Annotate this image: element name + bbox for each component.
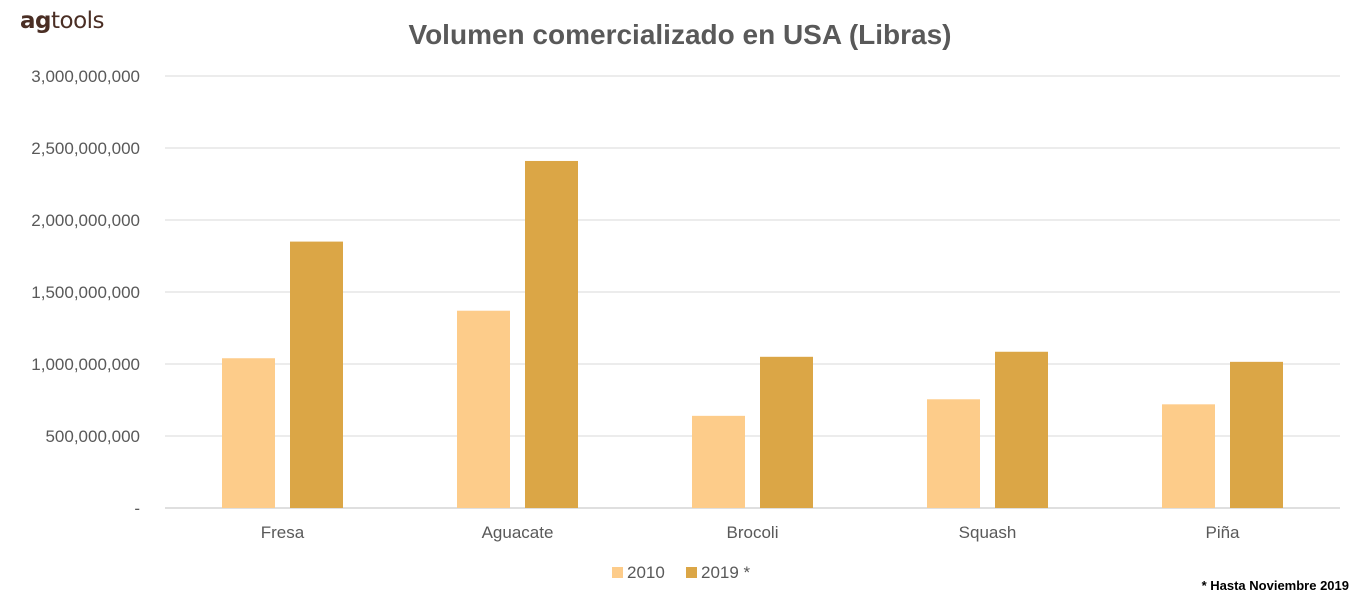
legend-swatch [686, 567, 697, 578]
bar-2010 [927, 399, 980, 508]
x-tick-label: Squash [959, 523, 1017, 542]
y-tick-label: 2,000,000,000 [31, 211, 140, 230]
legend-swatch [612, 567, 623, 578]
agtools-logo: agtools [20, 8, 105, 34]
bar-2019 [1230, 361, 1283, 508]
y-tick-label: 2,500,000,000 [31, 139, 140, 158]
x-tick-label: Brocoli [727, 523, 779, 542]
y-tick-label: 500,000,000 [45, 427, 140, 446]
legend-label: 2010 [627, 563, 665, 582]
x-tick-label: Fresa [261, 523, 305, 542]
legend-label: 2019 * [701, 563, 751, 582]
y-tick-label: 1,000,000,000 [31, 355, 140, 374]
bar-2019 [290, 241, 343, 508]
bar-2019 [995, 351, 1048, 508]
x-tick-label: Piña [1205, 523, 1240, 542]
bar-2019 [760, 356, 813, 508]
footnote: * Hasta Noviembre 2019 [1201, 578, 1349, 593]
logo-part-tools: tools [50, 8, 105, 34]
bar-2010 [222, 358, 275, 508]
bar-2010 [692, 415, 745, 508]
y-tick-label: 1,500,000,000 [31, 283, 140, 302]
y-tick-label: - [134, 499, 140, 518]
logo-part-ag: ag [20, 8, 51, 34]
bar-2019 [525, 160, 578, 508]
bar-2010 [1162, 404, 1215, 508]
chart-title: Volumen comercializado en USA (Libras) [408, 19, 951, 50]
bar-2010 [457, 310, 510, 508]
x-tick-label: Aguacate [482, 523, 554, 542]
y-tick-label: 3,000,000,000 [31, 67, 140, 86]
